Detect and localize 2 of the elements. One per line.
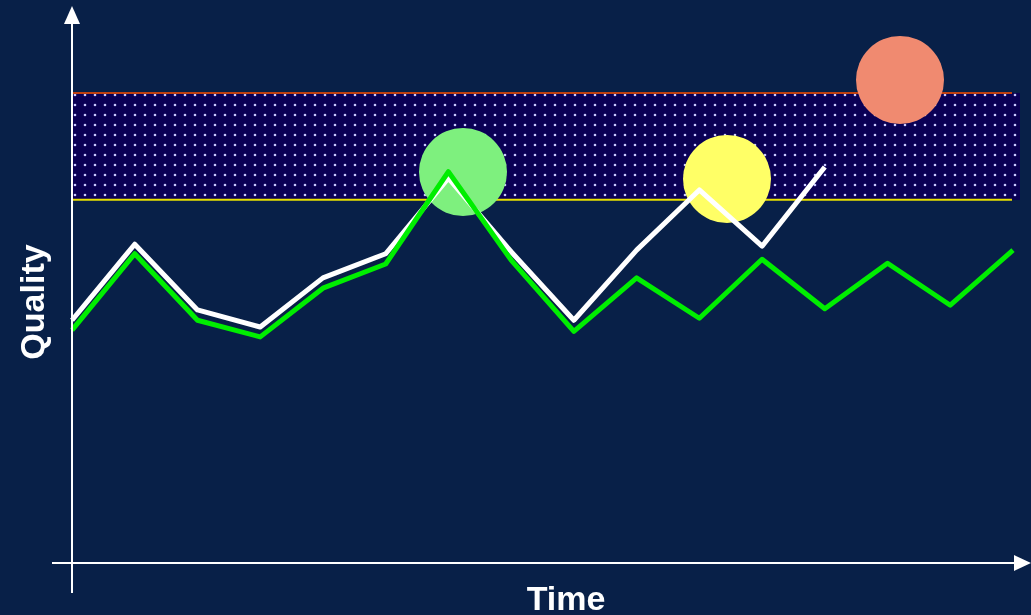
y-axis-title: Quality <box>13 244 51 360</box>
x-axis-title: Time <box>526 579 606 615</box>
